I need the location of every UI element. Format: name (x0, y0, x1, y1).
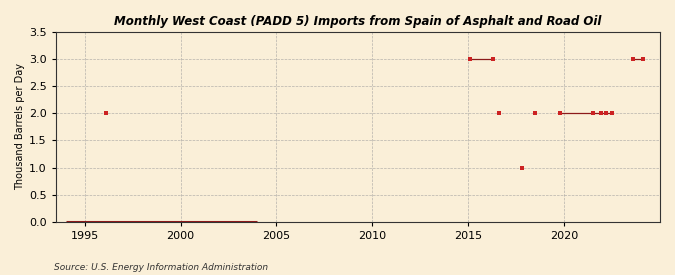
Y-axis label: Thousand Barrels per Day: Thousand Barrels per Day (15, 63, 25, 190)
Title: Monthly West Coast (PADD 5) Imports from Spain of Asphalt and Road Oil: Monthly West Coast (PADD 5) Imports from… (114, 15, 601, 28)
Text: Source: U.S. Energy Information Administration: Source: U.S. Energy Information Administ… (54, 263, 268, 272)
